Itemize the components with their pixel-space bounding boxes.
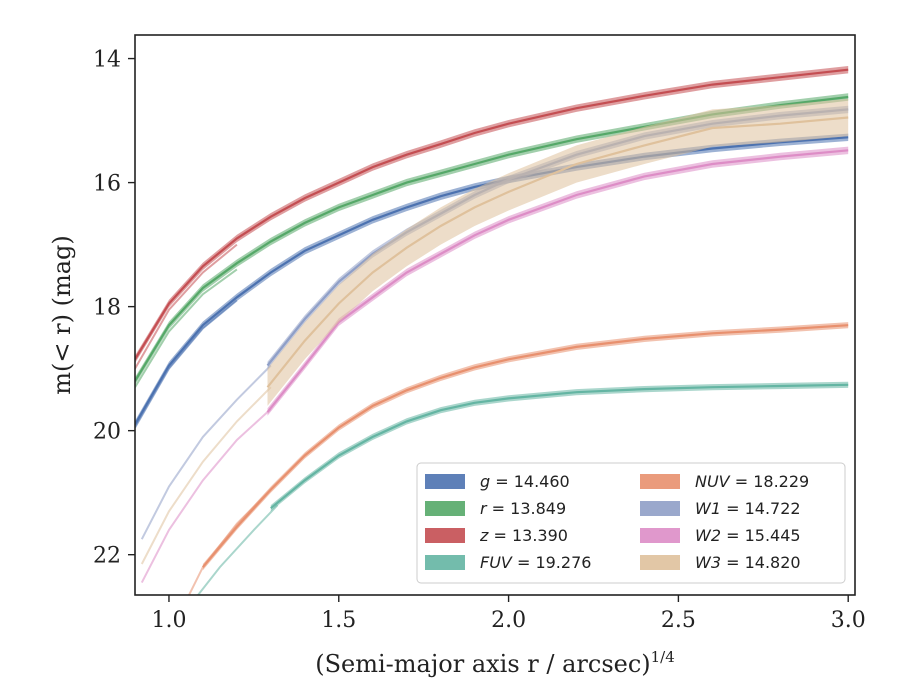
legend-label: W1 = 14.722 (695, 499, 801, 518)
x-tick-label: 1.0 (151, 608, 186, 633)
y-tick-label: 14 (93, 48, 121, 73)
legend-item-r: r = 13.849 (425, 499, 566, 518)
series-fuv-line (270, 383, 849, 510)
legend-label: FUV = 19.276 (480, 553, 591, 572)
y-axis-title: m(< r) (mag) (48, 235, 76, 394)
series-w1-faint-line (140, 364, 272, 540)
series-w2-band (267, 146, 849, 416)
x-axis-title: (Semi-major axis r / arcsec)1/4 (315, 648, 675, 678)
legend-item-w2: W2 = 15.445 (640, 526, 801, 545)
legend-swatch (425, 474, 465, 489)
x-tick-label: 1.5 (321, 608, 356, 633)
series-r-band (135, 93, 849, 385)
legend-swatch (640, 474, 680, 489)
legend-swatch (425, 555, 465, 570)
series-w3 (140, 98, 849, 565)
series-fuv-faint-line (196, 504, 279, 595)
legend-item-w3: W3 = 14.820 (640, 553, 801, 572)
series-nuv (187, 322, 849, 595)
legend-swatch (640, 501, 680, 516)
legend-label: W2 = 15.445 (695, 526, 801, 545)
series-w3-band (267, 98, 849, 406)
ticks-layer: 1.0 1.5 2.0 2.5 3.0 14 16 18 20 22 (93, 48, 866, 633)
legend-item-fuv: FUV = 19.276 (425, 553, 591, 572)
series-w3-faint-line (140, 386, 272, 565)
series-z-band (135, 66, 849, 364)
legend-swatch (640, 555, 680, 570)
y-tick-label: 20 (93, 420, 121, 445)
series-z-faint-line (135, 243, 238, 370)
y-tick-label: 22 (93, 544, 121, 569)
series-w2-faint-line (140, 408, 272, 584)
series-nuv-line (202, 324, 849, 568)
y-tick-label: 18 (93, 296, 121, 321)
legend-frame (416, 462, 846, 584)
series-fuv (196, 381, 849, 595)
series-z (135, 66, 849, 370)
legend: g = 14.460 r = 13.849 z = 13.390 FUV = 19.2… (416, 462, 846, 584)
legend-item-z: z = 13.390 (425, 526, 568, 545)
legend-label: z = 13.390 (479, 526, 568, 545)
legend-item-g: g = 14.460 (425, 472, 570, 491)
legend-label: r = 13.849 (480, 499, 566, 518)
y-tick-label: 16 (93, 172, 121, 197)
legend-label: W3 = 14.820 (695, 553, 801, 572)
x-tick-label: 2.5 (661, 608, 696, 633)
legend-item-nuv: NUV = 18.229 (640, 472, 809, 491)
series-r-faint-line (135, 268, 238, 388)
series-z-line (135, 68, 849, 360)
legend-label: NUV = 18.229 (695, 472, 809, 491)
x-tick-label: 2.0 (491, 608, 526, 633)
legend-label: g = 14.460 (480, 472, 570, 491)
plot-frame (134, 34, 856, 596)
series-w3-line (266, 116, 849, 388)
series-w1-line (266, 108, 849, 367)
legend-swatch (425, 501, 465, 516)
x-tick-label: 3.0 (831, 608, 866, 633)
legend-swatch (425, 528, 465, 543)
series-layer (135, 66, 849, 595)
legend-item-w1: W1 = 14.722 (640, 499, 801, 518)
legend-swatch (640, 528, 680, 543)
